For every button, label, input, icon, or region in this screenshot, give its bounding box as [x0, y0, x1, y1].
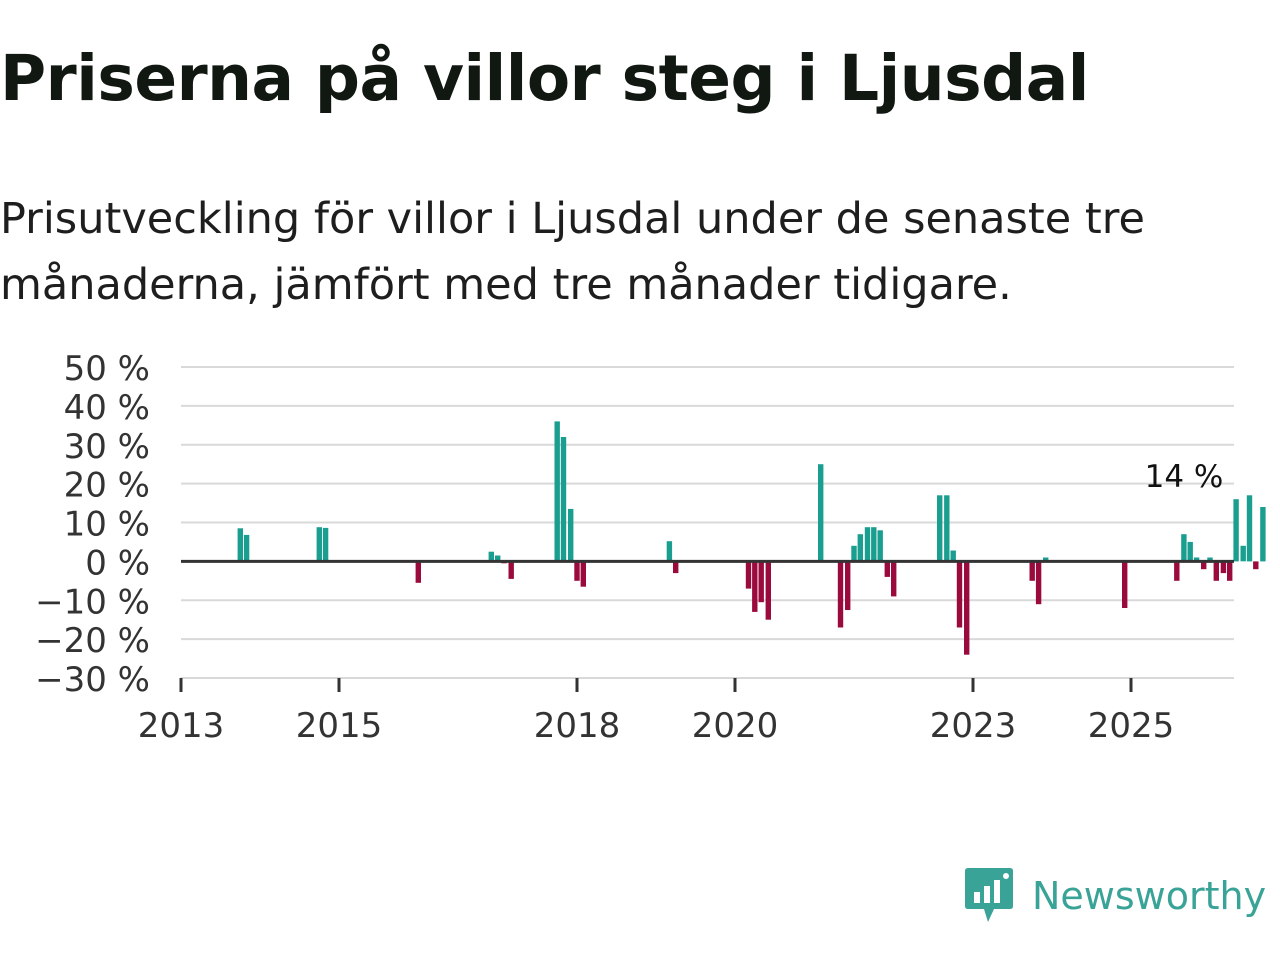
y-tick-label: 0 %	[85, 543, 150, 583]
bar-positive	[937, 495, 943, 562]
bar-positive	[857, 534, 863, 562]
y-tick-label: 30 %	[64, 427, 150, 467]
bar-positive	[488, 551, 494, 562]
bar-negative	[758, 561, 764, 603]
subtitle-line-2: månaderna, jämfört med tre månader tidig…	[0, 260, 1012, 310]
bar-negative	[574, 561, 580, 581]
bar-negative	[1029, 561, 1035, 581]
chart-subtitle: Prisutveckling för villor i Ljusdal unde…	[0, 186, 1240, 318]
bar-negative	[1122, 561, 1128, 608]
bar-negative	[508, 561, 514, 579]
bars	[237, 421, 1266, 655]
bar-positive	[322, 527, 329, 562]
bar-negative	[891, 561, 897, 597]
bar-positive	[1233, 499, 1239, 562]
bar-positive	[851, 545, 857, 562]
bar-positive	[1193, 557, 1200, 562]
bar-positive	[1181, 534, 1187, 562]
bar-negative	[1201, 561, 1207, 570]
bar-positive	[871, 527, 877, 562]
y-tick-label: 40 %	[64, 388, 150, 428]
brand-name: Newsworthy	[1032, 874, 1267, 918]
y-tick-label: −30 %	[35, 660, 150, 700]
bar-positive	[666, 541, 673, 562]
subtitle-line-1: Prisutveckling för villor i Ljusdal unde…	[0, 194, 1145, 244]
bar-positive	[568, 508, 574, 562]
bar-positive	[243, 534, 250, 562]
bar-negative	[673, 561, 679, 574]
bar-positive	[554, 421, 560, 562]
latest-value-label: 14 %	[1145, 459, 1224, 495]
bar-negative	[1253, 561, 1259, 570]
x-tick-label: 2015	[296, 706, 383, 746]
gridlines	[181, 366, 1234, 679]
x-tick-label: 2013	[138, 706, 225, 746]
bar-positive	[944, 495, 950, 562]
y-tick-label: −20 %	[35, 621, 150, 661]
bar-positive	[495, 555, 501, 562]
bar-negative	[884, 561, 890, 577]
y-tick-label: −10 %	[35, 582, 150, 622]
brand-logo: Newsworthy	[964, 864, 1266, 928]
bar-negative	[1220, 561, 1227, 574]
bar-positive	[1246, 495, 1253, 562]
y-tick-label: 10 %	[64, 505, 150, 545]
bar-positive	[1207, 557, 1213, 562]
bar-positive	[1260, 507, 1266, 562]
x-tick-label: 2018	[534, 706, 621, 746]
bar-positive	[560, 437, 567, 562]
x-tick-label: 2025	[1088, 706, 1175, 746]
bar-positive	[950, 550, 956, 562]
x-tick-label: 2020	[692, 706, 779, 746]
newsworthy-logo-icon	[965, 868, 1013, 922]
bar-positive	[877, 530, 883, 562]
bar-negative	[1213, 561, 1219, 581]
bar-negative	[415, 561, 421, 583]
bar-positive	[818, 464, 824, 562]
bar-positive	[237, 528, 243, 562]
bar-negative	[752, 561, 758, 612]
labels: 50 %40 %30 %20 %10 %0 %−10 %−20 %−30 % 20…	[35, 349, 1223, 746]
bar-positive	[316, 527, 322, 562]
bar-negative	[956, 561, 963, 628]
axes	[179, 559, 1234, 692]
chart-title: Priserna på villor steg i Ljusdal	[0, 42, 1089, 115]
x-tick-label: 2023	[930, 706, 1017, 746]
bar-positive	[864, 527, 871, 562]
bar-negative	[1227, 561, 1233, 581]
bar-positive	[1187, 541, 1193, 562]
bar-positive	[1240, 545, 1246, 562]
y-tick-label: 50 %	[64, 349, 150, 389]
bar-negative	[1035, 561, 1042, 605]
bar-negative	[580, 561, 586, 587]
bar-negative	[745, 561, 752, 589]
y-tick-label: 20 %	[64, 466, 150, 506]
bar-negative	[964, 561, 970, 655]
bar-negative	[837, 561, 844, 628]
bar-negative	[845, 561, 851, 610]
bar-negative	[765, 561, 771, 620]
bar-negative	[1174, 561, 1180, 581]
bar-positive	[1043, 557, 1049, 562]
